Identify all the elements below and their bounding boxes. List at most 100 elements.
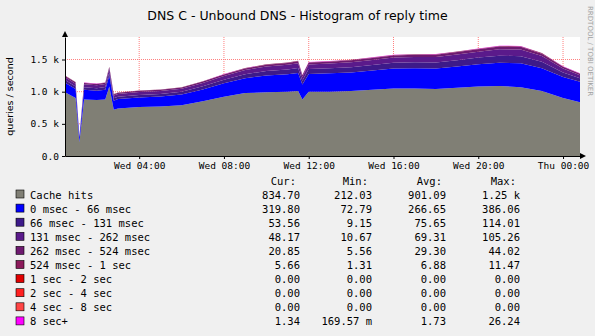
area-series bbox=[65, 47, 580, 137]
x-tick: Thu 00:00 bbox=[538, 156, 590, 171]
x-tick-mark bbox=[563, 156, 564, 159]
x-tick: Wed 20:00 bbox=[453, 156, 505, 171]
legend-stat: 6.88 bbox=[421, 259, 446, 271]
grid bbox=[65, 37, 580, 156]
x-tick-mark bbox=[139, 156, 140, 159]
y-axis-line bbox=[65, 38, 66, 157]
legend-stat: 1.31 bbox=[347, 259, 372, 271]
legend-label: 262 msec - 524 msec bbox=[30, 245, 150, 257]
x-tick: Wed 12:00 bbox=[283, 156, 335, 171]
legend-label: 0 msec - 66 msec bbox=[30, 203, 131, 215]
y-tick-mark bbox=[62, 60, 65, 61]
legend-stat: 212.03 bbox=[334, 189, 372, 201]
legend-stat: 5.56 bbox=[347, 245, 372, 257]
legend-stat: 834.70 bbox=[262, 189, 300, 201]
legend-stat: 0.00 bbox=[495, 301, 520, 313]
legend-swatch bbox=[16, 190, 24, 198]
legend-stat: 20.85 bbox=[268, 245, 300, 257]
legend-swatch bbox=[16, 204, 24, 212]
legend: Cur: Min: Avg: Max: Cache hits 834.70 212.03 90… bbox=[16, 175, 521, 328]
legend-stat: 1.25 k bbox=[482, 189, 521, 201]
legend-stat: 44.02 bbox=[488, 245, 520, 257]
legend-stat: 1.34 bbox=[275, 315, 300, 327]
x-tick: Wed 16:00 bbox=[368, 156, 420, 171]
legend-stat: 11.47 bbox=[488, 259, 520, 271]
y-tick: 0.5 k bbox=[30, 118, 65, 129]
legend-label: 66 msec - 131 msec bbox=[30, 217, 144, 229]
chart: 0.00.5 k1.0 k1.5 kWed 04:00Wed 08:00Wed … bbox=[0, 0, 595, 336]
chart-container: 0.00.5 k1.0 k1.5 kWed 04:00Wed 08:00Wed … bbox=[0, 0, 595, 336]
y-tick-label: 1.5 k bbox=[30, 54, 59, 65]
x-tick-mark bbox=[393, 156, 394, 159]
legend-stat: 0.00 bbox=[421, 301, 446, 313]
legend-header: Max: bbox=[491, 175, 516, 187]
legend-stat: 29.30 bbox=[414, 245, 446, 257]
y-tick-mark bbox=[62, 156, 65, 157]
area-series bbox=[65, 46, 580, 136]
legend-stat: 72.79 bbox=[340, 203, 372, 215]
axis-arrow bbox=[580, 153, 586, 159]
legend-stat: 75.65 bbox=[414, 217, 446, 229]
area-series bbox=[65, 46, 580, 136]
legend-header: Avg: bbox=[417, 175, 442, 187]
x-tick: Wed 08:00 bbox=[199, 156, 251, 171]
legend-swatch bbox=[16, 232, 24, 240]
title: DNS C - Unbound DNS - Histogram of reply… bbox=[147, 8, 448, 23]
legend-stat: 5.66 bbox=[275, 259, 300, 271]
legend-stat: 0.00 bbox=[421, 287, 446, 299]
x-tick-label: Wed 20:00 bbox=[453, 160, 505, 171]
legend-stat: 48.17 bbox=[268, 231, 300, 243]
area-series bbox=[65, 46, 580, 136]
legend-header: Min: bbox=[343, 175, 368, 187]
legend-stat: 1.73 bbox=[421, 315, 446, 327]
x-tick-mark bbox=[309, 156, 310, 159]
y-tick-mark bbox=[62, 92, 65, 93]
x-tick-label: Wed 16:00 bbox=[368, 160, 420, 171]
y-tick: 1.5 k bbox=[30, 54, 65, 65]
legend-label: 4 sec - 8 sec bbox=[30, 301, 112, 313]
legend-swatch bbox=[16, 289, 24, 297]
legend-stat: 169.57 m bbox=[321, 315, 372, 327]
legend-label: 8 sec+ bbox=[30, 315, 68, 327]
legend-stat: 0.00 bbox=[347, 273, 372, 285]
plot bbox=[65, 46, 580, 156]
x-tick-label: Wed 12:00 bbox=[283, 160, 335, 171]
y-tick-label: 0.0 bbox=[42, 151, 59, 162]
y-tick: 0.0 bbox=[42, 151, 65, 162]
legend-stat: 9.15 bbox=[347, 217, 372, 229]
annotation: RRDTOOL / TOBI OETIKER bbox=[586, 6, 594, 96]
x-axis-line bbox=[66, 156, 581, 157]
legend-header: Cur: bbox=[271, 175, 296, 187]
x-axis: Wed 04:00 Wed 08:00 Wed 12:00 Wed 16:00 Wed … bbox=[66, 156, 590, 171]
legend-stat: 53.56 bbox=[268, 217, 300, 229]
legend-stat: 901.09 bbox=[408, 189, 446, 201]
area-series bbox=[65, 63, 580, 143]
legend-stat: 10.67 bbox=[340, 231, 372, 243]
y-tick-label: 1.0 k bbox=[30, 86, 59, 97]
legend-label: Cache hits bbox=[30, 189, 93, 201]
y-axis-title: queries / second bbox=[4, 57, 15, 135]
legend-stat: 0.00 bbox=[421, 273, 446, 285]
legend-stat: 0.00 bbox=[275, 287, 300, 299]
x-tick-mark bbox=[478, 156, 479, 159]
y-tick-label: 0.5 k bbox=[30, 118, 59, 129]
legend-stat: 105.26 bbox=[482, 231, 520, 243]
y-tick-mark bbox=[62, 124, 65, 125]
legend-stat: 0.00 bbox=[495, 287, 520, 299]
legend-stat: 114.01 bbox=[482, 217, 520, 229]
legend-label: 524 msec - 1 sec bbox=[30, 259, 131, 271]
x-tick: Wed 04:00 bbox=[114, 156, 166, 171]
legend-stat: 0.00 bbox=[275, 301, 300, 313]
area-series bbox=[65, 46, 580, 136]
axis-arrow bbox=[62, 31, 68, 37]
y-axis: 0.0 0.5 k 1.0 k 1.5 k bbox=[30, 38, 65, 162]
x-tick-label: Wed 04:00 bbox=[114, 160, 166, 171]
x-tick-label: Wed 08:00 bbox=[199, 160, 251, 171]
legend-label: 1 sec - 2 sec bbox=[30, 273, 112, 285]
legend-swatch bbox=[16, 218, 24, 226]
legend-stat: 386.06 bbox=[482, 203, 520, 215]
x-tick-label: Thu 00:00 bbox=[538, 160, 590, 171]
legend-swatch bbox=[16, 317, 24, 325]
plot-area bbox=[65, 37, 580, 156]
legend-swatch bbox=[16, 246, 24, 254]
